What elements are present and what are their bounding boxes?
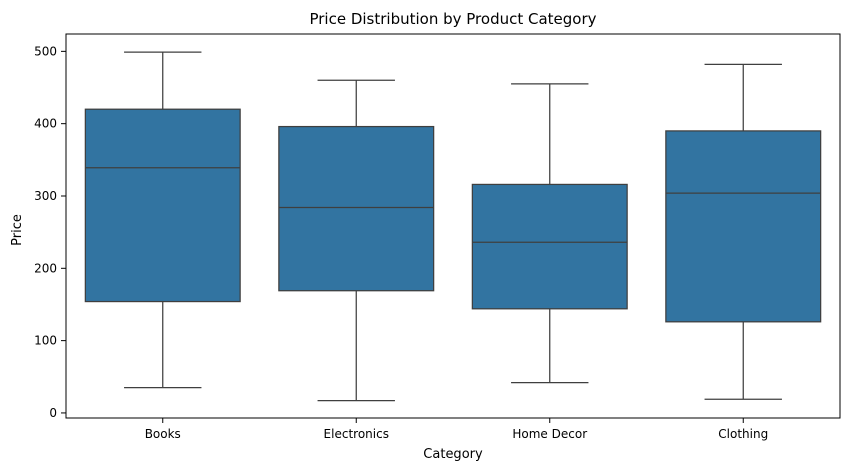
y-tick-label: 200 <box>34 261 57 275</box>
chart-title: Price Distribution by Product Category <box>309 10 596 28</box>
x-tick-label: Clothing <box>718 427 768 441</box>
y-tick-label: 0 <box>49 406 57 420</box>
y-axis-label: Price <box>10 214 25 246</box>
y-tick-label: 400 <box>34 117 57 131</box>
y-tick-label: 100 <box>34 334 57 348</box>
box-group-home-decor <box>471 83 628 384</box>
box-group-books <box>84 51 241 389</box>
y-tick-label: 500 <box>34 44 57 58</box>
x-tick-label: Electronics <box>324 427 389 441</box>
iqr-box <box>278 125 435 292</box>
iqr-box <box>665 130 822 323</box>
x-axis-label: Category <box>423 447 483 462</box>
x-tick-label: Home Decor <box>512 427 587 441</box>
y-tick-label: 300 <box>34 189 57 203</box>
plot-area <box>84 51 822 402</box>
plot-frame <box>65 33 841 419</box>
box-group-clothing <box>665 63 822 400</box>
axes: 0 100 200 300 400 500 Books Electronics Home Dec… <box>34 33 841 441</box>
iqr-box <box>84 108 241 303</box>
x-tick-label: Books <box>145 427 181 441</box>
box-group-electronics <box>278 79 435 402</box>
iqr-box <box>471 183 628 310</box>
